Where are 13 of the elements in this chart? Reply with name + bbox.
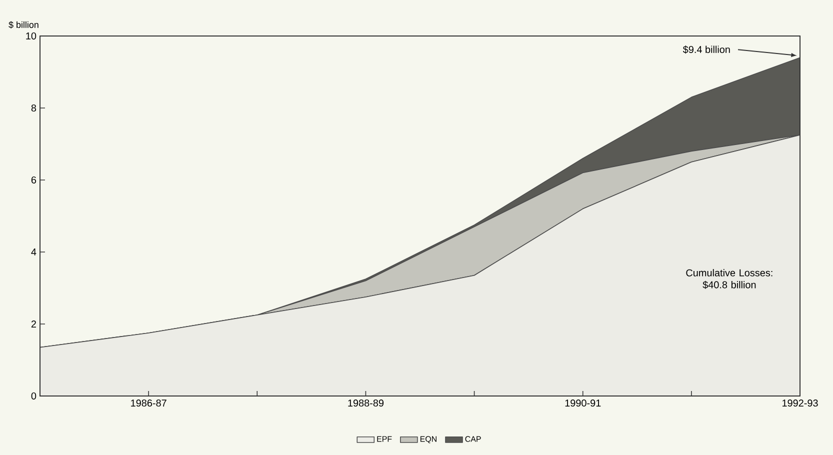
x-tick-label: 1992-93 <box>782 400 818 407</box>
y-tick-label: 6 <box>31 176 36 184</box>
y-tick-label: 2 <box>31 320 36 328</box>
y-tick-label: 10 <box>26 32 36 40</box>
x-tick-label: 1988-89 <box>348 400 384 407</box>
y-tick-label: 0 <box>31 392 36 400</box>
annotation: $9.4 billion <box>682 46 730 54</box>
x-tick-label: 1986-87 <box>131 400 166 407</box>
x-tick-label: 1990-91 <box>565 400 601 407</box>
y-tick-label: 8 <box>31 104 36 112</box>
y-axis-title: $ billion <box>8 21 38 28</box>
annotation: Cumulative Losses: $40.8 billion <box>686 269 772 289</box>
y-tick-label: 4 <box>31 248 36 256</box>
